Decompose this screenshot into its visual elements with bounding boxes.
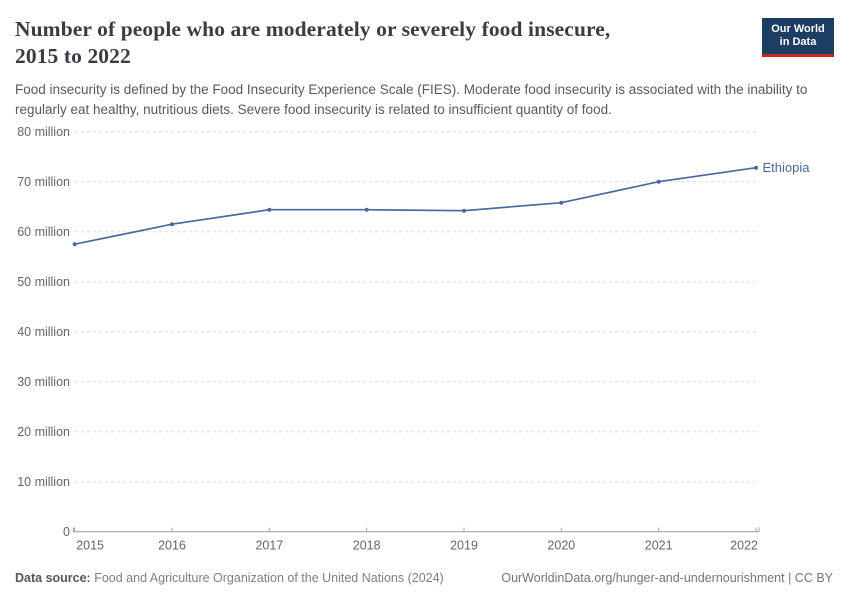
- x-axis-tick-label: 2019: [450, 539, 478, 553]
- data-source-text: Food and Agriculture Organization of the…: [90, 571, 444, 585]
- x-axis-tick-label: 2018: [353, 539, 381, 553]
- y-axis-tick-label: 80 million: [17, 125, 70, 139]
- data-point[interactable]: [72, 242, 77, 247]
- chart-header: Number of people who are moderately or s…: [15, 16, 835, 119]
- y-axis-tick-label: 0: [63, 525, 70, 539]
- owid-logo-line1: Our World: [771, 23, 825, 35]
- chart-subtitle: Food insecurity is defined by the Food I…: [15, 82, 808, 117]
- owid-credit-link[interactable]: OurWorldinData.org/hunger-and-undernouri…: [501, 571, 833, 585]
- data-point[interactable]: [170, 222, 175, 227]
- data-point[interactable]: [364, 207, 369, 212]
- data-point[interactable]: [462, 208, 467, 213]
- x-axis-tick-label: 2021: [645, 539, 673, 553]
- data-point[interactable]: [754, 165, 758, 170]
- x-axis-tick-label: 2022: [730, 539, 758, 553]
- data-point[interactable]: [267, 207, 272, 212]
- owid-logo[interactable]: Our World in Data: [762, 18, 834, 57]
- page-title: Number of people who are moderately or s…: [15, 16, 835, 70]
- y-axis-tick-label: 70 million: [17, 175, 70, 189]
- x-axis-tick-label: 2020: [547, 539, 575, 553]
- data-source: Data source: Food and Agriculture Organi…: [15, 571, 444, 585]
- y-axis-tick-label: 50 million: [17, 275, 70, 289]
- chart-footer: Data source: Food and Agriculture Organi…: [15, 571, 833, 585]
- y-axis-tick-label: 20 million: [17, 425, 70, 439]
- page-title-line2: 2015 to 2022: [15, 44, 131, 69]
- y-axis-tick-label: 30 million: [17, 375, 70, 389]
- x-axis-tick-label: 2015: [76, 539, 104, 553]
- data-line[interactable]: [73, 166, 757, 246]
- y-axis-tick-label: 60 million: [17, 225, 70, 239]
- series-label[interactable]: Ethiopia: [763, 160, 811, 175]
- x-axis-tick-label: 2016: [158, 539, 186, 553]
- page-title-line1: Number of people who are moderately or s…: [15, 17, 611, 41]
- y-axis-tick-label: 10 million: [17, 475, 70, 489]
- data-point[interactable]: [656, 179, 661, 184]
- x-axis-tick-label: 2017: [255, 539, 283, 553]
- data-source-label: Data source:: [15, 571, 91, 585]
- data-point[interactable]: [559, 200, 564, 205]
- owid-logo-line2: in Data: [779, 36, 817, 49]
- y-axis-tick-label: 40 million: [17, 325, 70, 339]
